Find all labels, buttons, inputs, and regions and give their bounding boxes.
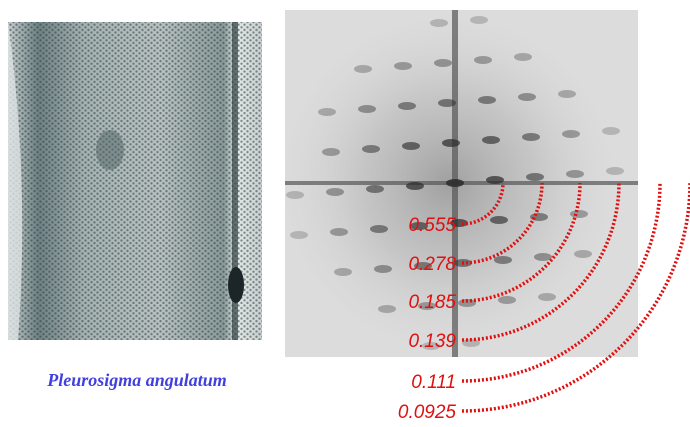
diffraction-spot — [562, 130, 580, 138]
diffraction-spot — [322, 148, 340, 156]
diffraction-spot — [394, 62, 412, 70]
diffraction-spot — [486, 176, 504, 184]
diffraction-spot — [522, 133, 540, 141]
diffraction-spot — [334, 268, 352, 276]
d-spacing-label: 0.555 — [408, 215, 456, 236]
caption: Pleurosigma angulatum — [46, 370, 227, 390]
diffraction-spot — [498, 296, 516, 304]
diffraction-spot — [378, 305, 396, 313]
diffraction-spot — [566, 170, 584, 178]
diffraction-spot — [406, 182, 424, 190]
diffraction-spot — [374, 265, 392, 273]
figure: Pleurosigma angulatum 0.555 0.278 0.185 0.1… — [0, 0, 690, 427]
diffraction-spot — [434, 59, 452, 67]
d-spacing-label: 0.185 — [408, 292, 456, 313]
diffraction-spot — [370, 225, 388, 233]
micrograph — [8, 22, 262, 340]
d-spacing-label: 0.278 — [408, 254, 456, 275]
diffraction-spot — [430, 19, 448, 27]
diffraction-spot — [326, 188, 344, 196]
diffraction-spot — [290, 231, 308, 239]
diffraction-spot — [574, 250, 592, 258]
diffraction-spot — [570, 210, 588, 218]
diffraction-spot — [514, 53, 532, 61]
diffraction-spot — [474, 56, 492, 64]
diffraction-spot — [538, 293, 556, 301]
diffraction-spot — [366, 185, 384, 193]
diffraction-spot — [330, 228, 348, 236]
diffraction-spot — [558, 90, 576, 98]
diffraction-spot — [442, 139, 460, 147]
diffraction-spot — [606, 167, 624, 175]
diffraction-spot — [490, 216, 508, 224]
diffraction-spot — [438, 99, 456, 107]
diffraction-spot — [354, 65, 372, 73]
diffraction-spot — [358, 105, 376, 113]
diffraction-spot — [478, 96, 496, 104]
diffraction-spot — [398, 102, 416, 110]
diffraction-spot — [602, 127, 620, 135]
diffraction-spot — [362, 145, 380, 153]
diffraction-spot — [482, 136, 500, 144]
diffraction-spot — [494, 256, 512, 264]
diffraction-spot — [446, 179, 464, 187]
diffraction-spot — [286, 191, 304, 199]
d-spacing-label: 0.111 — [411, 372, 456, 393]
diffraction-spot — [526, 173, 544, 181]
diffraction-spot — [402, 142, 420, 150]
d-spacing-label: 0.0925 — [398, 402, 457, 423]
diffraction-spot — [470, 16, 488, 24]
diffraction-pattern — [285, 10, 638, 357]
diffraction-spot — [518, 93, 536, 101]
d-spacing-label: 0.139 — [408, 331, 456, 352]
diffraction-spot — [318, 108, 336, 116]
